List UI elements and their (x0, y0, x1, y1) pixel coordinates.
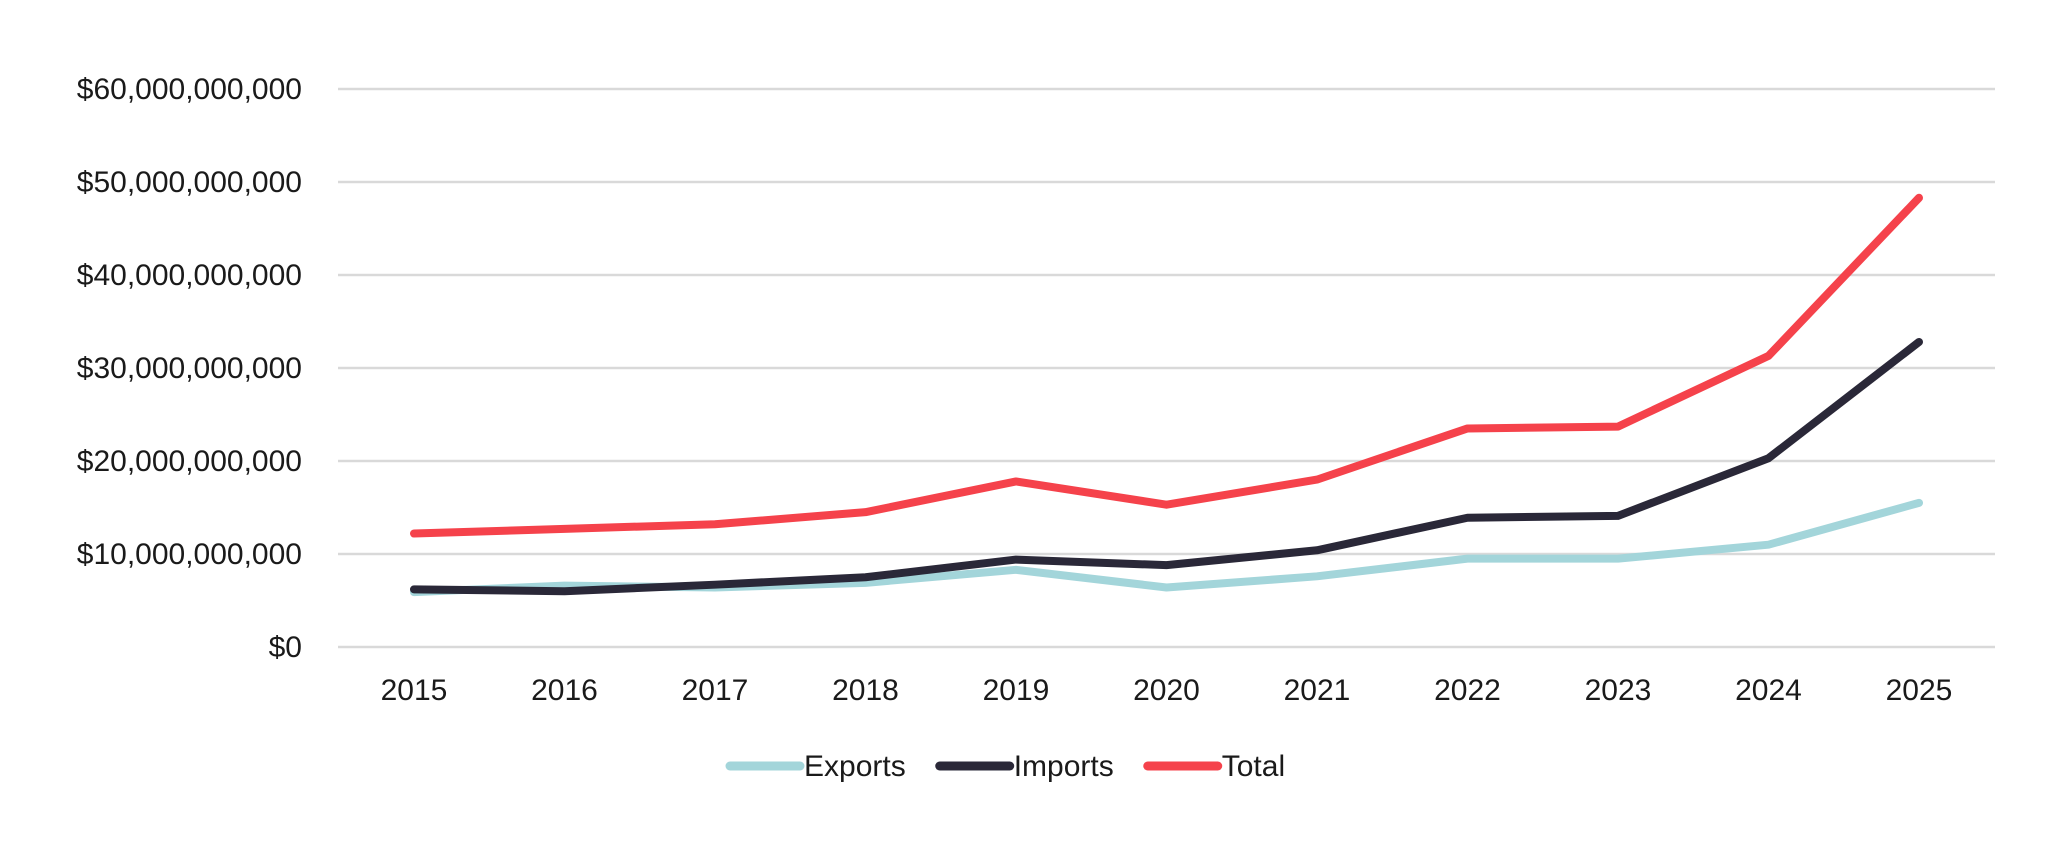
x-tick-label: 2024 (1735, 674, 1802, 707)
data-point-total (1768, 355, 1769, 357)
x-tick-label: 2015 (381, 674, 448, 707)
data-point-exports (1166, 586, 1167, 588)
data-point-imports (1918, 341, 1920, 343)
data-point-total (1467, 427, 1468, 429)
data-point-imports (1768, 457, 1769, 459)
x-tick-label: 2025 (1886, 674, 1953, 707)
legend: Exports Imports Total (725, 750, 1285, 783)
data-point-total (413, 533, 415, 535)
data-point-total (564, 528, 565, 530)
y-tick-label: $50,000,000,000 (77, 166, 302, 199)
data-point-imports (1617, 515, 1619, 517)
legend-item-total: Total (1143, 750, 1285, 783)
x-tick-label: 2017 (682, 674, 749, 707)
y-tick-label: $40,000,000,000 (77, 259, 302, 292)
data-point-total (1316, 479, 1318, 481)
series-exports (410, 498, 1923, 597)
data-point-total (1166, 504, 1167, 506)
data-point-total (865, 511, 866, 513)
data-point-total (714, 523, 716, 525)
x-tick-label: 2021 (1284, 674, 1351, 707)
data-point-exports (1015, 569, 1017, 571)
data-point-exports (1316, 575, 1318, 577)
x-tick-label: 2020 (1133, 674, 1200, 707)
x-axis-tick-labels: 2015 2016 2017 2018 2019 2020 2021 2022 2023 2024… (381, 674, 1953, 707)
data-point-exports (1617, 558, 1619, 560)
series-imports (410, 337, 1923, 596)
series-total (410, 193, 1923, 538)
data-point-imports (865, 576, 866, 578)
data-point-total (1015, 480, 1017, 482)
series-lines (410, 193, 1923, 597)
data-point-exports (564, 585, 565, 587)
y-tick-label: $10,000,000,000 (77, 538, 302, 571)
data-point-imports (1467, 517, 1468, 519)
series-line-exports (410, 498, 1923, 597)
legend-label-total: Total (1222, 750, 1285, 783)
gridlines (338, 87, 1995, 649)
legend-item-exports: Exports (725, 750, 906, 783)
x-tick-label: 2016 (531, 674, 598, 707)
legend-item-imports: Imports (935, 750, 1114, 783)
legend-label-imports: Imports (1014, 750, 1114, 783)
data-point-total (1617, 426, 1619, 428)
y-tick-label: $30,000,000,000 (77, 352, 302, 385)
data-point-imports (413, 588, 415, 590)
y-tick-label: $20,000,000,000 (77, 445, 302, 478)
legend-label-exports: Exports (804, 750, 906, 783)
y-tick-label: $60,000,000,000 (77, 73, 302, 106)
data-point-imports (714, 584, 716, 586)
data-point-total (1918, 197, 1920, 199)
x-tick-label: 2019 (983, 674, 1050, 707)
x-tick-label: 2022 (1434, 674, 1501, 707)
data-point-exports (1918, 502, 1920, 504)
x-tick-label: 2023 (1585, 674, 1652, 707)
y-axis-tick-labels: $0 $10,000,000,000 $20,000,000,000 $30,000,… (77, 73, 302, 664)
x-tick-label: 2018 (832, 674, 899, 707)
data-point-imports (1015, 559, 1017, 561)
data-point-imports (564, 590, 565, 592)
data-point-exports (1467, 558, 1468, 560)
data-point-exports (1768, 544, 1769, 546)
data-point-imports (1166, 564, 1167, 566)
y-tick-label: $0 (269, 631, 302, 664)
data-point-imports (1316, 549, 1318, 551)
data-point-exports (865, 582, 866, 584)
